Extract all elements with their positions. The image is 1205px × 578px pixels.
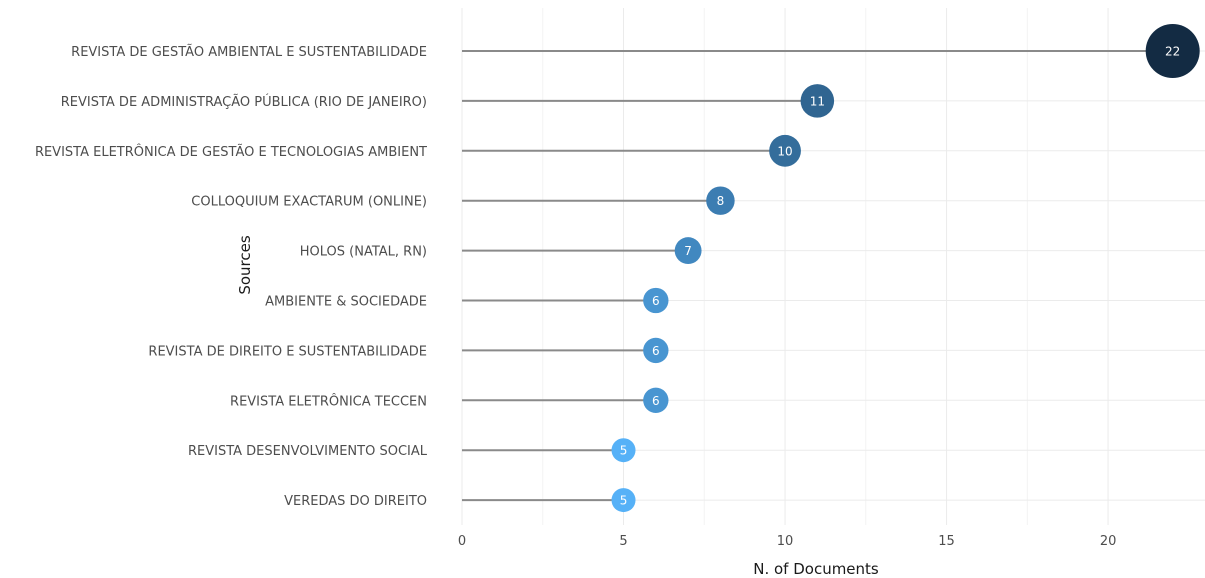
y-axis-title: Sources (236, 235, 254, 295)
x-tick-label: 20 (1100, 534, 1117, 549)
category-label: COLLOQUIUM EXACTARUM (ONLINE) (191, 195, 427, 210)
lollipop-point (611, 438, 636, 463)
lollipop-point (800, 84, 835, 118)
category-label: HOLOS (NATAL, RN) (300, 245, 427, 260)
category-label: REVISTA ELETRÔNICA DE GESTÃO E TECNOLOGI… (35, 144, 427, 160)
x-tick-label: 10 (777, 534, 794, 549)
point-label: 7 (684, 244, 692, 258)
point-label: 6 (652, 344, 660, 358)
point-label: 6 (652, 294, 660, 308)
labels: 0 5 10 15 20 REVISTA DE GESTÃO AMBIENTAL E SU… (35, 44, 1116, 549)
point-label: 11 (810, 94, 825, 108)
x-axis-title: N. of Documents (753, 560, 879, 578)
category-label: REVISTA DESENVOLVIMENTO SOCIAL (188, 444, 428, 459)
x-tick-label: 15 (938, 534, 955, 549)
category-label: REVISTA DE DIREITO E SUSTENTABILIDADE (148, 344, 427, 359)
category-label: AMBIENTE & SOCIEDADE (265, 295, 427, 310)
lollipop-point (1145, 24, 1200, 78)
lollipop-point (769, 134, 801, 167)
point-label: 5 (620, 444, 628, 458)
category-label: REVISTA ELETRÔNICA TECCEN (230, 393, 427, 409)
lollipop-point (643, 287, 669, 314)
category-label: VEREDAS DO DIREITO (284, 494, 427, 509)
lollipop-point (674, 237, 702, 265)
grid (461, 8, 1205, 525)
plot-marks: 22 11 10 8 7 6 6 6 5 5 (462, 24, 1200, 513)
point-label: 6 (652, 394, 660, 408)
lollipop-point (643, 337, 669, 364)
point-label: 22 (1165, 45, 1180, 59)
point-label: 5 (620, 494, 628, 508)
category-label: REVISTA DE GESTÃO AMBIENTAL E SUSTENTABI… (71, 44, 427, 60)
x-tick-label: 0 (458, 534, 466, 549)
lollipop-point (611, 488, 636, 513)
lollipop-point (706, 186, 735, 215)
point-label: 8 (717, 194, 725, 208)
point-label: 10 (777, 144, 792, 158)
lollipop-point (643, 387, 669, 413)
category-label: REVISTA DE ADMINISTRAÇÃO PÚBLICA (RIO DE… (61, 94, 427, 110)
x-tick-label: 5 (619, 534, 627, 549)
